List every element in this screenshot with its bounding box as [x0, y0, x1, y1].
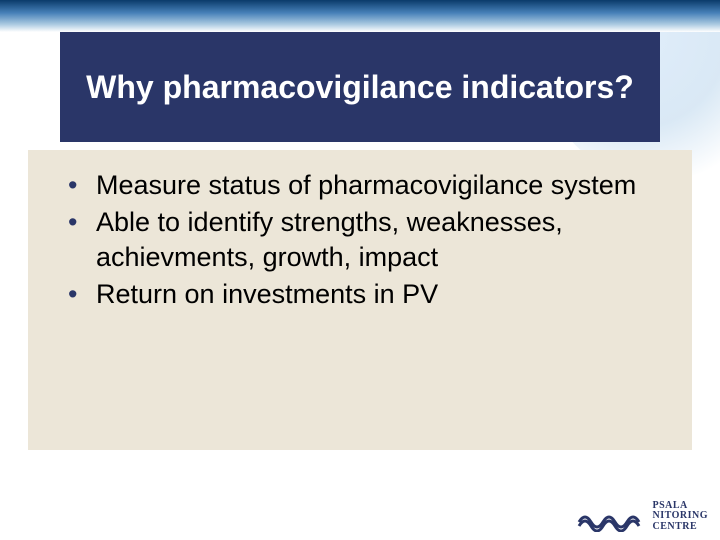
- bullet-list: Measure status of pharmacovigilance syst…: [68, 168, 668, 312]
- header-gradient: [0, 0, 720, 32]
- logo-text: PSALA NITORING CENTRE: [653, 501, 709, 533]
- list-item: Measure status of pharmacovigilance syst…: [68, 168, 668, 203]
- logo-line: NITORING: [653, 511, 709, 522]
- title-box: Why pharmacovigilance indicators?: [60, 32, 660, 142]
- list-item: Able to identify strengths, weaknesses, …: [68, 205, 668, 275]
- footer-logo: PSALA NITORING CENTRE: [577, 501, 709, 533]
- logo-line: CENTRE: [653, 522, 709, 533]
- slide: Why pharmacovigilance indicators? Measur…: [0, 0, 720, 540]
- content-box: Measure status of pharmacovigilance syst…: [28, 150, 692, 450]
- list-item: Return on investments in PV: [68, 277, 668, 312]
- slide-title: Why pharmacovigilance indicators?: [86, 67, 634, 107]
- wave-icon: [577, 506, 647, 532]
